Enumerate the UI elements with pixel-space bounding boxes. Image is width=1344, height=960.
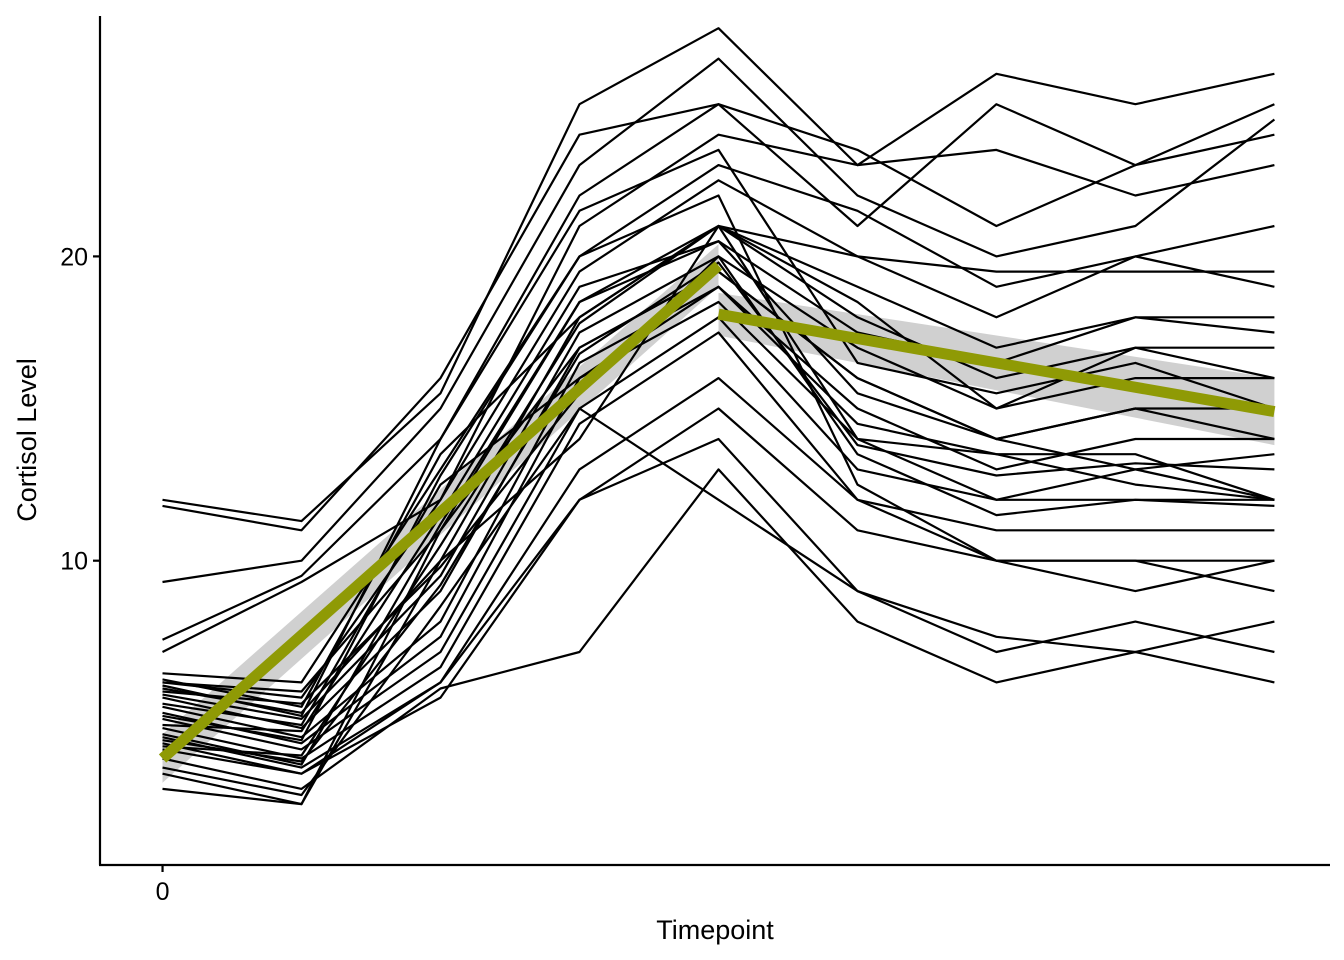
subject-line-4 (162, 103, 1275, 641)
trend-line-1 (158, 261, 723, 763)
subject-lines (162, 27, 1276, 806)
subject-line-29 (162, 240, 1275, 766)
subject-line-15 (162, 331, 1275, 760)
subject-line-31 (162, 261, 1275, 763)
y-axis-ticks: 10 20 (60, 243, 100, 576)
x-tick-label: 0 (156, 878, 170, 906)
subject-line-17 (162, 377, 1275, 775)
trend-line-2 (717, 308, 1276, 418)
subject-line-13 (162, 300, 1275, 745)
subject-line-3 (162, 57, 1276, 584)
y-tick-label: 20 (60, 243, 88, 271)
subject-line-5 (162, 133, 1275, 653)
x-axis-title: Timepoint (656, 915, 774, 945)
subject-line-27 (162, 255, 1275, 705)
subject-line-19 (162, 468, 1275, 791)
subject-line-18 (162, 437, 1275, 775)
subject-line-30 (162, 148, 1275, 718)
y-axis-title: Cortisol Level (12, 358, 42, 522)
y-tick-label: 10 (60, 548, 88, 576)
trend-lines (158, 261, 1276, 763)
ci-band-2 (718, 292, 1275, 446)
subject-line-23 (162, 285, 1275, 727)
subject-line-28 (162, 194, 1275, 742)
subject-line-6 (162, 164, 1275, 684)
x-axis-ticks: 0 (156, 865, 170, 906)
subject-line-20 (162, 407, 1275, 797)
subject-line-22 (162, 270, 1275, 806)
subject-line-7 (162, 179, 1275, 699)
